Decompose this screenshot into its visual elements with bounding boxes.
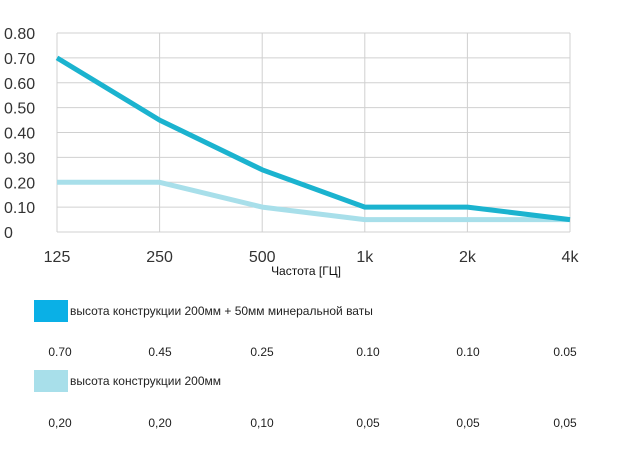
x-tick-label: 250 [146, 249, 173, 266]
value-row-series-2: 0,20 0,20 0,10 0,05 0,05 0,05 [0, 416, 622, 432]
y-tick-label: 0 [4, 225, 13, 242]
y-tick-label: 0.80 [4, 26, 35, 43]
y-tick-label: 0.20 [4, 175, 35, 192]
y-tick-label: 0.60 [4, 76, 35, 93]
x-tick-label: 1k [356, 249, 374, 266]
line-chart: 0 0.10 0.20 0.30 0.40 0.50 0.60 0.70 0.80 125 250… [4, 26, 580, 278]
x-axis: 125 250 500 1k 2k 4k [44, 249, 580, 266]
x-tick-label: 500 [249, 249, 276, 266]
data-label: 0,10 [250, 416, 274, 430]
x-tick-label: 125 [44, 249, 71, 266]
y-axis: 0 0.10 0.20 0.30 0.40 0.50 0.60 0.70 0.80 [4, 26, 35, 242]
data-label: 0,05 [553, 416, 577, 430]
y-tick-label: 0.50 [4, 101, 35, 118]
data-label: 0.70 [48, 345, 72, 359]
legend-swatch-series-1 [34, 300, 68, 322]
legend-entry-series-2: высота конструкции 200мм [34, 370, 221, 392]
y-tick-label: 0.10 [4, 200, 35, 217]
data-label: 0.45 [148, 345, 172, 359]
legend-entry-series-1: высота конструкции 200мм + 50мм минераль… [34, 300, 373, 322]
series-line-2 [57, 179, 570, 223]
legend-swatch-series-2 [34, 370, 68, 392]
value-row-series-1: 0.70 0.45 0.25 0.10 0.10 0.05 [0, 345, 622, 361]
data-label: 0.25 [250, 345, 274, 359]
series-lines [55, 55, 571, 223]
data-label: 0,05 [356, 416, 380, 430]
x-tick-label: 2k [459, 249, 477, 266]
y-tick-label: 0.30 [4, 150, 35, 167]
data-label: 0,20 [48, 416, 72, 430]
y-tick-label: 0.40 [4, 126, 35, 143]
series-line-1 [55, 55, 571, 223]
data-label: 0.05 [553, 345, 577, 359]
y-tick-label: 0.70 [4, 51, 35, 68]
legend-label-series-2: высота конструкции 200мм [70, 374, 222, 388]
data-label: 0,05 [456, 416, 480, 430]
data-label: 0.10 [356, 345, 380, 359]
legend-label-series-1: высота конструкции 200мм + 50мм минераль… [70, 304, 373, 318]
data-label: 0,20 [148, 416, 172, 430]
data-label: 0.10 [456, 345, 480, 359]
x-axis-label: Частота [ГЦ] [271, 264, 341, 278]
grid-lines [56, 32, 571, 233]
x-tick-label: 4k [562, 249, 580, 266]
